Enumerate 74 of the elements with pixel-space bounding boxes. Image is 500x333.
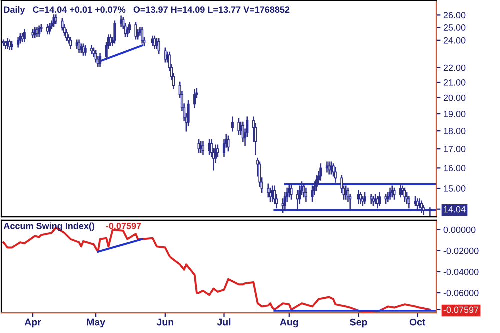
candlestick	[370, 194, 373, 204]
y-tick-label: 26.00	[444, 12, 466, 19]
candlestick	[404, 188, 406, 202]
x-tick-label: Apr	[24, 318, 42, 328]
candlestick	[386, 192, 390, 202]
x-tick-label: Aug	[280, 318, 298, 328]
candlestick	[84, 45, 87, 56]
candlestick	[422, 205, 426, 216]
candlestick	[94, 50, 98, 63]
candlestick	[408, 196, 410, 209]
candlestick	[406, 192, 408, 204]
candlestick	[269, 188, 272, 202]
y-tick-label: 15.00	[444, 185, 466, 192]
y-tick-label: 16.00	[444, 165, 466, 172]
candlestick	[315, 176, 318, 192]
y-tick-label: 17.00	[444, 146, 466, 152]
y-tick-label: -0.06000	[444, 290, 479, 296]
y-tick-label: 20.00	[444, 94, 466, 102]
candlestick	[17, 37, 20, 48]
y-tick-label: 25.00	[444, 24, 466, 31]
candlestick	[227, 136, 230, 152]
candlestick	[23, 29, 26, 42]
y-tick-label: 18.00	[444, 128, 466, 134]
candlestick	[378, 192, 382, 206]
y-tick-label: 14.04	[444, 206, 466, 213]
candlestick	[208, 139, 211, 156]
candlestick	[302, 184, 306, 198]
candlestick	[38, 26, 41, 38]
x-tick-label: Oct	[410, 318, 426, 326]
candlestick	[238, 118, 240, 136]
text: Daily C=14.04 +0.01 +0.07% O=13.97 H=14.09 L=13.77 V=1768852	[4, 6, 290, 15]
candlestick	[128, 22, 131, 34]
candlestick	[134, 22, 138, 40]
candlestick	[198, 139, 200, 154]
candlestick	[267, 184, 270, 198]
candlestick	[231, 116, 234, 132]
candlestick	[70, 37, 72, 50]
x-tick-label: May	[87, 318, 106, 328]
candlestick	[202, 141, 205, 156]
candlestick	[304, 188, 308, 202]
candlestick	[52, 14, 56, 27]
candlestick	[158, 38, 160, 54]
y-tick-label: 0.00000	[444, 226, 476, 234]
candlestick	[360, 192, 362, 204]
candlestick	[393, 188, 396, 200]
candlestick	[98, 53, 102, 68]
candlestick	[284, 192, 286, 211]
y-tick-label: 24.00	[444, 37, 466, 44]
candlestick	[388, 188, 392, 200]
candlestick	[48, 23, 52, 35]
candlestick	[194, 89, 196, 108]
y-tick-label: -0.04000	[444, 268, 479, 276]
candlestick	[428, 208, 432, 216]
y-tick-label: -0.07597	[444, 306, 479, 314]
x-tick-label: Jun	[156, 318, 174, 326]
annotation: -0.07597	[106, 222, 142, 230]
candlestick	[320, 164, 322, 181]
y-tick-label: 21.00	[444, 79, 466, 86]
candlestick	[311, 186, 314, 202]
candlestick	[334, 168, 337, 183]
candlestick	[290, 184, 293, 200]
chart-title: Accum Swing Index()	[4, 222, 95, 232]
x-tick-label: Sep	[350, 318, 368, 328]
candlestick	[114, 20, 116, 44]
candlestick	[420, 200, 424, 214]
candlestick	[19, 33, 22, 44]
candlestick	[364, 192, 366, 204]
candlestick	[82, 44, 85, 56]
y-tick-label: 19.00	[444, 111, 466, 118]
y-tick-label: 22.00	[444, 64, 466, 72]
y-tick-label: -0.02000	[444, 248, 479, 254]
candlestick	[273, 186, 276, 204]
candlestick	[164, 48, 167, 63]
x-tick-label: Jul	[217, 318, 231, 326]
